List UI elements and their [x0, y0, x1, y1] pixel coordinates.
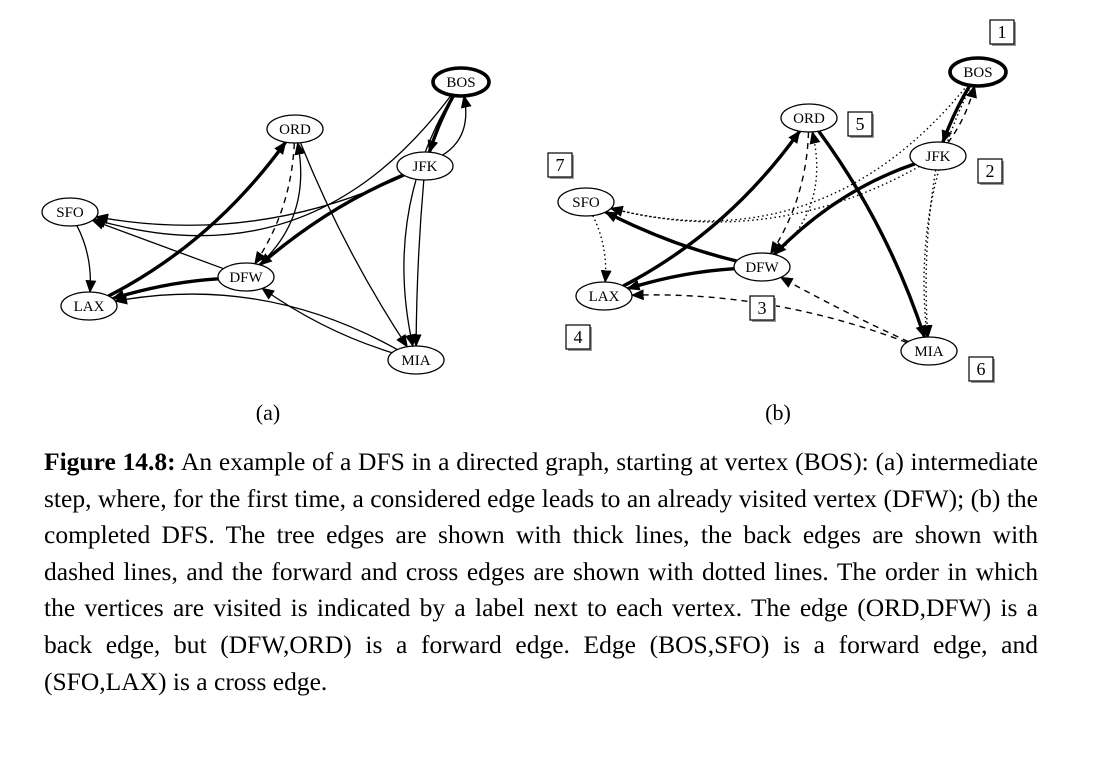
vertex-lax: LAX	[575, 281, 633, 311]
vertex-sfo: SFO	[41, 197, 99, 227]
edge-jfk-sfo-normal	[95, 175, 405, 226]
edge-dfw-ord-normal	[258, 141, 306, 266]
edge-jfk-bos-normal	[442, 94, 472, 156]
vertex-ord-label: ORD	[793, 111, 825, 127]
visit-order-bos: 1	[989, 19, 1016, 46]
visit-order-jfk-label: 2	[986, 161, 995, 181]
panel-label-b: (b)	[765, 400, 791, 425]
visit-order-mia-label: 6	[977, 359, 986, 379]
edge-bos-jfk-thick	[427, 94, 455, 154]
edge-jfk-mia-normal	[410, 179, 425, 348]
edge-dfw-sfo-normal	[91, 219, 224, 270]
vertex-dfw: DFW	[217, 262, 275, 292]
vertex-sfo-label: SFO	[56, 205, 84, 221]
visit-order-mia: 6	[968, 356, 995, 383]
vertex-dfw-label: DFW	[229, 270, 263, 286]
edge-mia-dfw-dashed	[779, 276, 909, 343]
visit-order-lax: 4	[565, 324, 592, 351]
vertex-jfk-label: JFK	[412, 159, 437, 175]
vertex-ord-label: ORD	[279, 122, 311, 138]
vertex-mia: MIA	[900, 336, 958, 366]
figure-caption: Figure 14.8: An example of a DFS in a di…	[44, 444, 1038, 700]
vertex-bos-label: BOS	[963, 65, 992, 81]
vertex-lax: LAX	[60, 291, 118, 321]
vertex-jfk: JFK	[909, 141, 967, 171]
edge-dfw-lax-thick	[626, 267, 735, 291]
vertex-mia-label: MIA	[914, 344, 943, 360]
vertex-dfw: DFW	[733, 252, 791, 282]
edge-ord-dfw-dashed	[254, 142, 295, 265]
vertex-dfw-ellipse	[217, 262, 275, 292]
edge-dfw-lax-thick	[111, 277, 219, 301]
vertex-mia-label: MIA	[401, 353, 430, 369]
edge-bos-jfk-thick	[941, 84, 972, 144]
vertex-lax-label: LAX	[589, 289, 620, 305]
vertex-jfk-ellipse	[909, 141, 967, 171]
vertex-sfo-label: SFO	[572, 195, 600, 211]
visit-order-sfo: 7	[547, 152, 574, 179]
visit-order-dfw-label: 3	[758, 298, 767, 318]
edge-sfo-lax-normal	[76, 225, 97, 294]
edge-jfk-bos-dashed	[947, 84, 977, 144]
graph-panel-b: BOS ORD JFK SFO DFW LAX MIA 1 5 2 7 3 4 6 (b)	[547, 19, 1016, 425]
vertex-mia-ellipse	[900, 336, 958, 366]
vertex-jfk: JFK	[396, 151, 454, 181]
vertex-sfo: SFO	[557, 187, 615, 217]
vertex-ord-ellipse	[780, 103, 838, 133]
vertex-mia: MIA	[387, 345, 445, 375]
vertex-jfk-ellipse	[396, 151, 454, 181]
visit-order-sfo-label: 7	[556, 155, 565, 175]
vertex-bos-label: BOS	[446, 75, 475, 91]
graph-panel-a: BOS ORD JFK SFO DFW LAX MIA (a)	[41, 66, 491, 425]
caption-text: An example of a DFS in a directed graph,…	[44, 447, 1038, 696]
edge-lax-ord-thick	[622, 130, 801, 288]
vertex-ord: ORD	[266, 114, 324, 144]
vertex-ord-ellipse	[266, 114, 324, 144]
vertex-lax-label: LAX	[74, 299, 105, 315]
vertex-bos-ellipse	[948, 56, 1008, 88]
edge-sfo-lax-dotted	[592, 215, 612, 284]
edge-dfw-ord-dotted	[775, 130, 821, 256]
vertex-sfo-ellipse	[41, 197, 99, 227]
edge-ord-mia-thick	[817, 130, 927, 339]
edge-bos-mia-normal	[403, 95, 454, 348]
visit-order-ord: 5	[847, 111, 874, 138]
edge-bos-sfo-dotted	[609, 84, 969, 222]
vertex-dfw-ellipse	[733, 252, 791, 282]
visit-order-ord-label: 5	[856, 114, 865, 134]
edge-bos-mia-dotted	[920, 85, 972, 339]
vertex-dfw-label: DFW	[745, 260, 779, 276]
panel-label-a: (a)	[256, 400, 280, 425]
vertex-jfk-label: JFK	[925, 149, 950, 165]
vertex-bos: BOS	[431, 66, 491, 98]
vertex-sfo-ellipse	[557, 187, 615, 217]
edge-mia-lax-dashed	[630, 289, 908, 344]
vertex-lax-ellipse	[60, 291, 118, 321]
edge-jfk-dfw-thick	[773, 162, 916, 256]
edge-dfw-sfo-thick	[604, 210, 738, 263]
edge-lax-ord-thick	[107, 141, 287, 298]
vertex-ord: ORD	[780, 103, 838, 133]
dfs-figure: BOS ORD JFK SFO DFW LAX MIA (a) BOS ORD JFK SFO DF…	[41, 19, 1016, 425]
vertex-lax-ellipse	[575, 281, 633, 311]
edge-jfk-dfw-thick	[258, 173, 405, 267]
vertex-bos: BOS	[948, 56, 1008, 88]
edge-mia-dfw-normal	[261, 287, 393, 354]
visit-order-jfk: 2	[977, 158, 1004, 185]
edge-ord-dfw-dashed	[769, 131, 810, 255]
visit-order-lax-label: 4	[574, 327, 583, 347]
visit-order-dfw: 3	[749, 295, 776, 322]
caption-label: Figure 14.8:	[44, 447, 176, 476]
edge-jfk-mia-dotted	[921, 169, 937, 339]
vertex-mia-ellipse	[387, 345, 445, 375]
edge-ord-mia-normal	[299, 142, 408, 348]
vertex-bos-ellipse	[431, 66, 491, 98]
visit-order-bos-label: 1	[998, 22, 1007, 42]
edge-mia-lax-normal	[114, 293, 398, 351]
